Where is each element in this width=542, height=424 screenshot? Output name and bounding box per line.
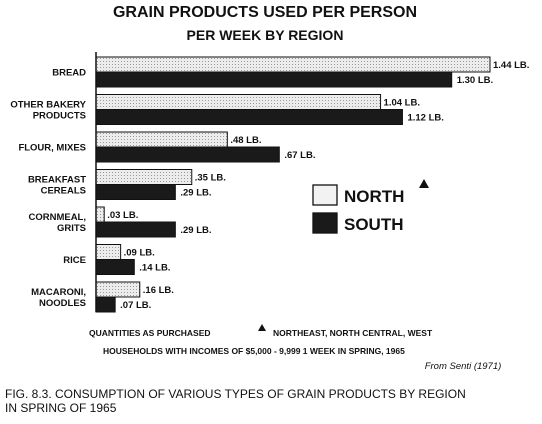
data-label-north: .09 LB.: [124, 248, 155, 259]
category-group: MACARONI,NOODLES .16 LB. .07 LB.: [31, 281, 174, 313]
note-households: HOUSEHOLDS WITH INCOMES OF $5,000 - 9,99…: [103, 346, 405, 356]
data-label-south: .67 LB.: [284, 150, 315, 161]
bar-north: [95, 131, 228, 148]
data-label-north: .16 LB.: [143, 285, 174, 296]
category-group: RICE .09 LB. .14 LB.: [63, 244, 170, 275]
data-label-south: 1.12 LB.: [407, 113, 443, 124]
data-label-south: .07 LB.: [120, 300, 151, 311]
bar-north: [95, 169, 193, 185]
category-label: PRODUCTS: [33, 111, 86, 122]
figure-caption: FIG. 8.3. CONSUMPTION OF VARIOUS TYPES O…: [5, 387, 466, 415]
category-label: BREAD: [52, 68, 86, 79]
data-label-south: 1.30 LB.: [457, 75, 493, 86]
data-label-north: .48 LB.: [230, 135, 261, 146]
caption-line: IN SPRING OF 1965: [5, 401, 117, 415]
category-label: GRITS: [57, 223, 86, 234]
bar-north: [95, 94, 382, 110]
category-label: CORNMEAL,: [28, 212, 86, 223]
data-label-north: 1.04 LB.: [384, 98, 420, 109]
notes: QUANTITIES AS PURCHASED NORTHEAST, NORTH …: [89, 324, 433, 356]
bar-south: [95, 71, 453, 88]
triangle-note-icon: [258, 324, 266, 331]
data-label-south: .29 LB.: [180, 188, 211, 199]
legend-swatch-north: [312, 184, 338, 206]
bar-south: [95, 259, 135, 275]
bar-south: [95, 109, 403, 125]
bar-south: [95, 221, 176, 238]
bar-south: [95, 296, 116, 313]
category-label: FLOUR, MIXES: [18, 143, 86, 154]
source-credit: From Senti (1971): [425, 361, 502, 372]
category-label: NOODLES: [39, 298, 86, 309]
legend-label-north: NORTH: [344, 187, 404, 206]
legend-label-south: SOUTH: [344, 215, 404, 234]
bar-north: [95, 56, 491, 73]
bar-north: [95, 281, 141, 298]
data-label-south: .14 LB.: [139, 263, 170, 274]
triangle-marker-icon: [419, 179, 429, 188]
bar-north: [95, 244, 122, 260]
bar-south: [95, 146, 280, 163]
data-label-south: .29 LB.: [180, 225, 211, 236]
data-label-north: .03 LB.: [107, 210, 138, 221]
caption-line: FIG. 8.3. CONSUMPTION OF VARIOUS TYPES O…: [5, 387, 466, 401]
category-label: OTHER BAKERY: [10, 100, 86, 111]
note-regions: NORTHEAST, NORTH CENTRAL, WEST: [273, 328, 433, 338]
bar-area: BREAD 1.44 LB.1.30 LB. OTHER BAKERYPRODUCT…: [10, 56, 529, 313]
category-label: BREAKFAST: [28, 175, 86, 186]
chart-subtitle: PER WEEK BY REGION: [187, 27, 344, 43]
category-label: MACARONI,: [31, 287, 86, 298]
legend: NORTH SOUTH: [312, 179, 429, 234]
category-label: RICE: [63, 255, 86, 266]
data-label-north: .35 LB.: [195, 173, 226, 184]
category-group: FLOUR, MIXES .48 LB. .67 LB.: [18, 131, 315, 163]
bar-south: [95, 184, 176, 200]
category-label: CEREALS: [41, 186, 86, 197]
category-group: BREAD 1.44 LB.1.30 LB.: [52, 56, 529, 88]
chart-title: GRAIN PRODUCTS USED PER PERSON: [113, 4, 417, 21]
legend-swatch-south: [312, 212, 338, 234]
note-quantities: QUANTITIES AS PURCHASED: [89, 328, 211, 338]
bar-north: [95, 206, 105, 223]
category-group: CORNMEAL,GRITS .03 LB. .29 LB.: [28, 206, 212, 238]
data-label-north: 1.44 LB.: [493, 60, 529, 71]
